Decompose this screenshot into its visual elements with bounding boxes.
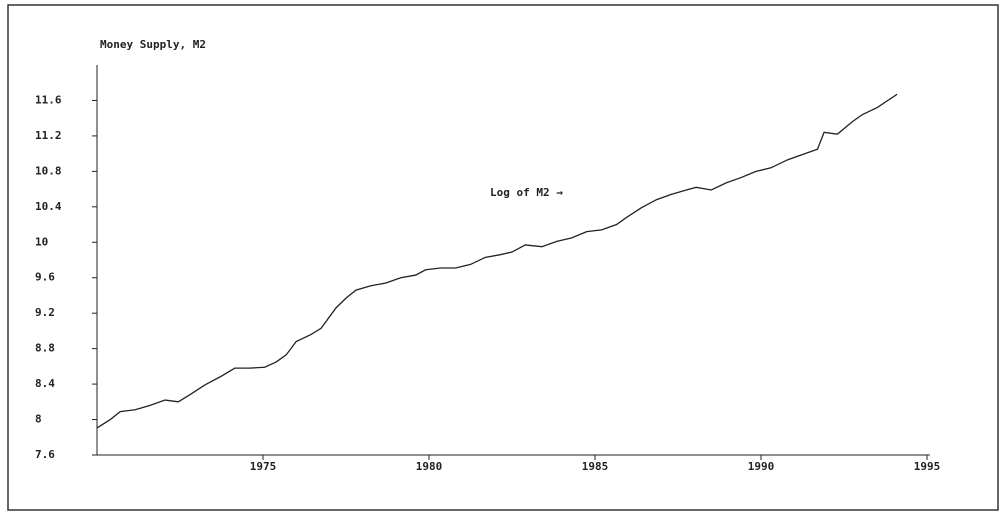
- x-tick-label: 1975: [250, 460, 277, 473]
- x-tick-label: 1990: [748, 460, 775, 473]
- y-tick-label: 8.8: [35, 342, 55, 355]
- y-tick-label: 8: [35, 413, 42, 426]
- y-tick-label: 11.2: [35, 129, 62, 142]
- y-tick-label: 9.6: [35, 271, 55, 284]
- y-tick-label: 10.8: [35, 164, 62, 177]
- data-line: [96, 93, 898, 429]
- chart-title: Money Supply, M2: [100, 38, 206, 51]
- y-tick-label: 10.4: [35, 200, 62, 213]
- y-tick-label: 7.6: [35, 448, 55, 461]
- frame: [7, 4, 999, 511]
- x-tick-label: 1980: [416, 460, 443, 473]
- y-tick-label: 10: [35, 235, 48, 248]
- x-tick-label: 1985: [582, 460, 609, 473]
- x-tick-label: 1995: [914, 460, 941, 473]
- y-tick-label: 11.6: [35, 93, 62, 106]
- y-tick-label: 9.2: [35, 306, 55, 319]
- y-tick-label: 8.4: [35, 377, 55, 390]
- annotation: Log of M2 →: [490, 186, 563, 199]
